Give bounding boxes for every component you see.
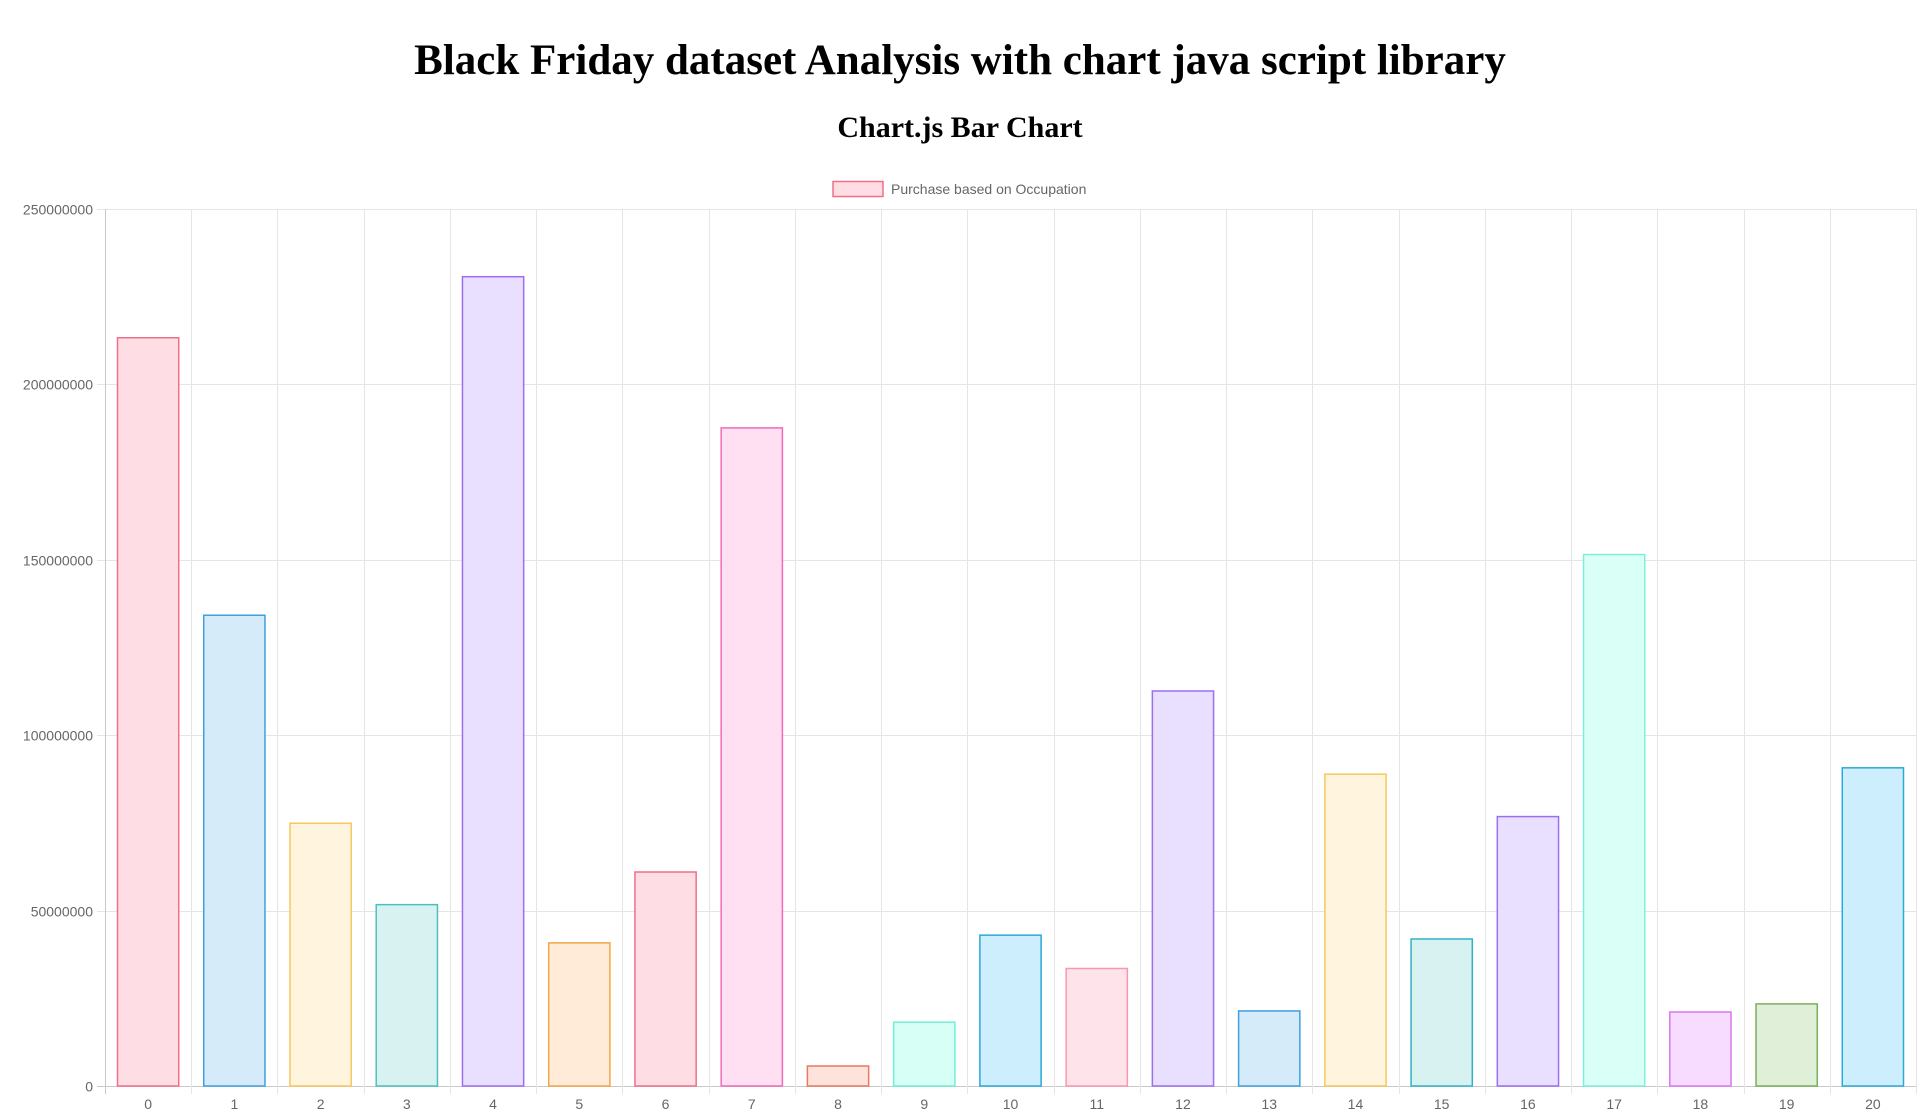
- bar-17: [1582, 553, 1646, 1087]
- x-tick-label: 19: [1779, 1096, 1795, 1112]
- x-tick-label: 11: [1089, 1096, 1104, 1112]
- bar-10: [979, 934, 1042, 1087]
- x-tick-label: 18: [1693, 1096, 1709, 1112]
- x-tick-label: 0: [144, 1096, 152, 1112]
- bar-16: [1496, 815, 1560, 1087]
- x-tick-label: 4: [489, 1096, 497, 1112]
- bar-3: [375, 903, 439, 1087]
- bar-0: [116, 336, 180, 1087]
- x-tick-label: 1: [230, 1096, 238, 1112]
- y-tick-label: 200000000: [23, 377, 93, 393]
- bar-13: [1237, 1010, 1301, 1087]
- bar-2: [289, 822, 352, 1087]
- y-tick-label: 100000000: [23, 728, 93, 744]
- bar-11: [1065, 967, 1129, 1087]
- x-tick-label: 3: [403, 1096, 411, 1112]
- bar-4: [461, 275, 525, 1087]
- x-tick-label: 10: [1003, 1096, 1019, 1112]
- bar-7: [720, 427, 784, 1087]
- bar-15: [1410, 938, 1474, 1087]
- x-tick-label: 5: [575, 1096, 583, 1112]
- x-tick-label: 7: [748, 1096, 756, 1112]
- bar-1: [202, 614, 266, 1087]
- bar-12: [1151, 690, 1215, 1087]
- x-tick-label: 15: [1434, 1096, 1450, 1112]
- legend-swatch: [832, 180, 884, 198]
- bar-8: [806, 1065, 870, 1087]
- x-tick-label: 8: [834, 1096, 842, 1112]
- x-tick-label: 17: [1606, 1096, 1622, 1112]
- page-subtitle: Chart.js Bar Chart: [837, 111, 1083, 144]
- legend-label: Purchase based on Occupation: [891, 181, 1086, 197]
- y-tick-label: 50000000: [31, 904, 94, 920]
- x-tick-label: 6: [662, 1096, 670, 1112]
- x-tick-label: 2: [317, 1096, 325, 1112]
- x-tick-label: 14: [1348, 1096, 1364, 1112]
- bar-18: [1669, 1011, 1732, 1087]
- bar-6: [634, 871, 697, 1087]
- y-tick-label: 250000000: [23, 202, 93, 218]
- page-title: Black Friday dataset Analysis with chart…: [414, 37, 1506, 84]
- x-tick-label: 13: [1261, 1096, 1277, 1112]
- y-tick-label: 0: [85, 1079, 93, 1095]
- bar-5: [547, 942, 611, 1087]
- x-tick-label: 9: [920, 1096, 928, 1112]
- x-tick-label: 16: [1520, 1096, 1536, 1112]
- bar-20: [1841, 767, 1905, 1087]
- x-tick-label: 20: [1865, 1096, 1881, 1112]
- y-tick-label: 150000000: [23, 553, 93, 569]
- bar-19: [1755, 1003, 1819, 1087]
- x-tick-label: 12: [1175, 1096, 1191, 1112]
- bar-14: [1324, 773, 1387, 1087]
- bar-9: [892, 1021, 956, 1087]
